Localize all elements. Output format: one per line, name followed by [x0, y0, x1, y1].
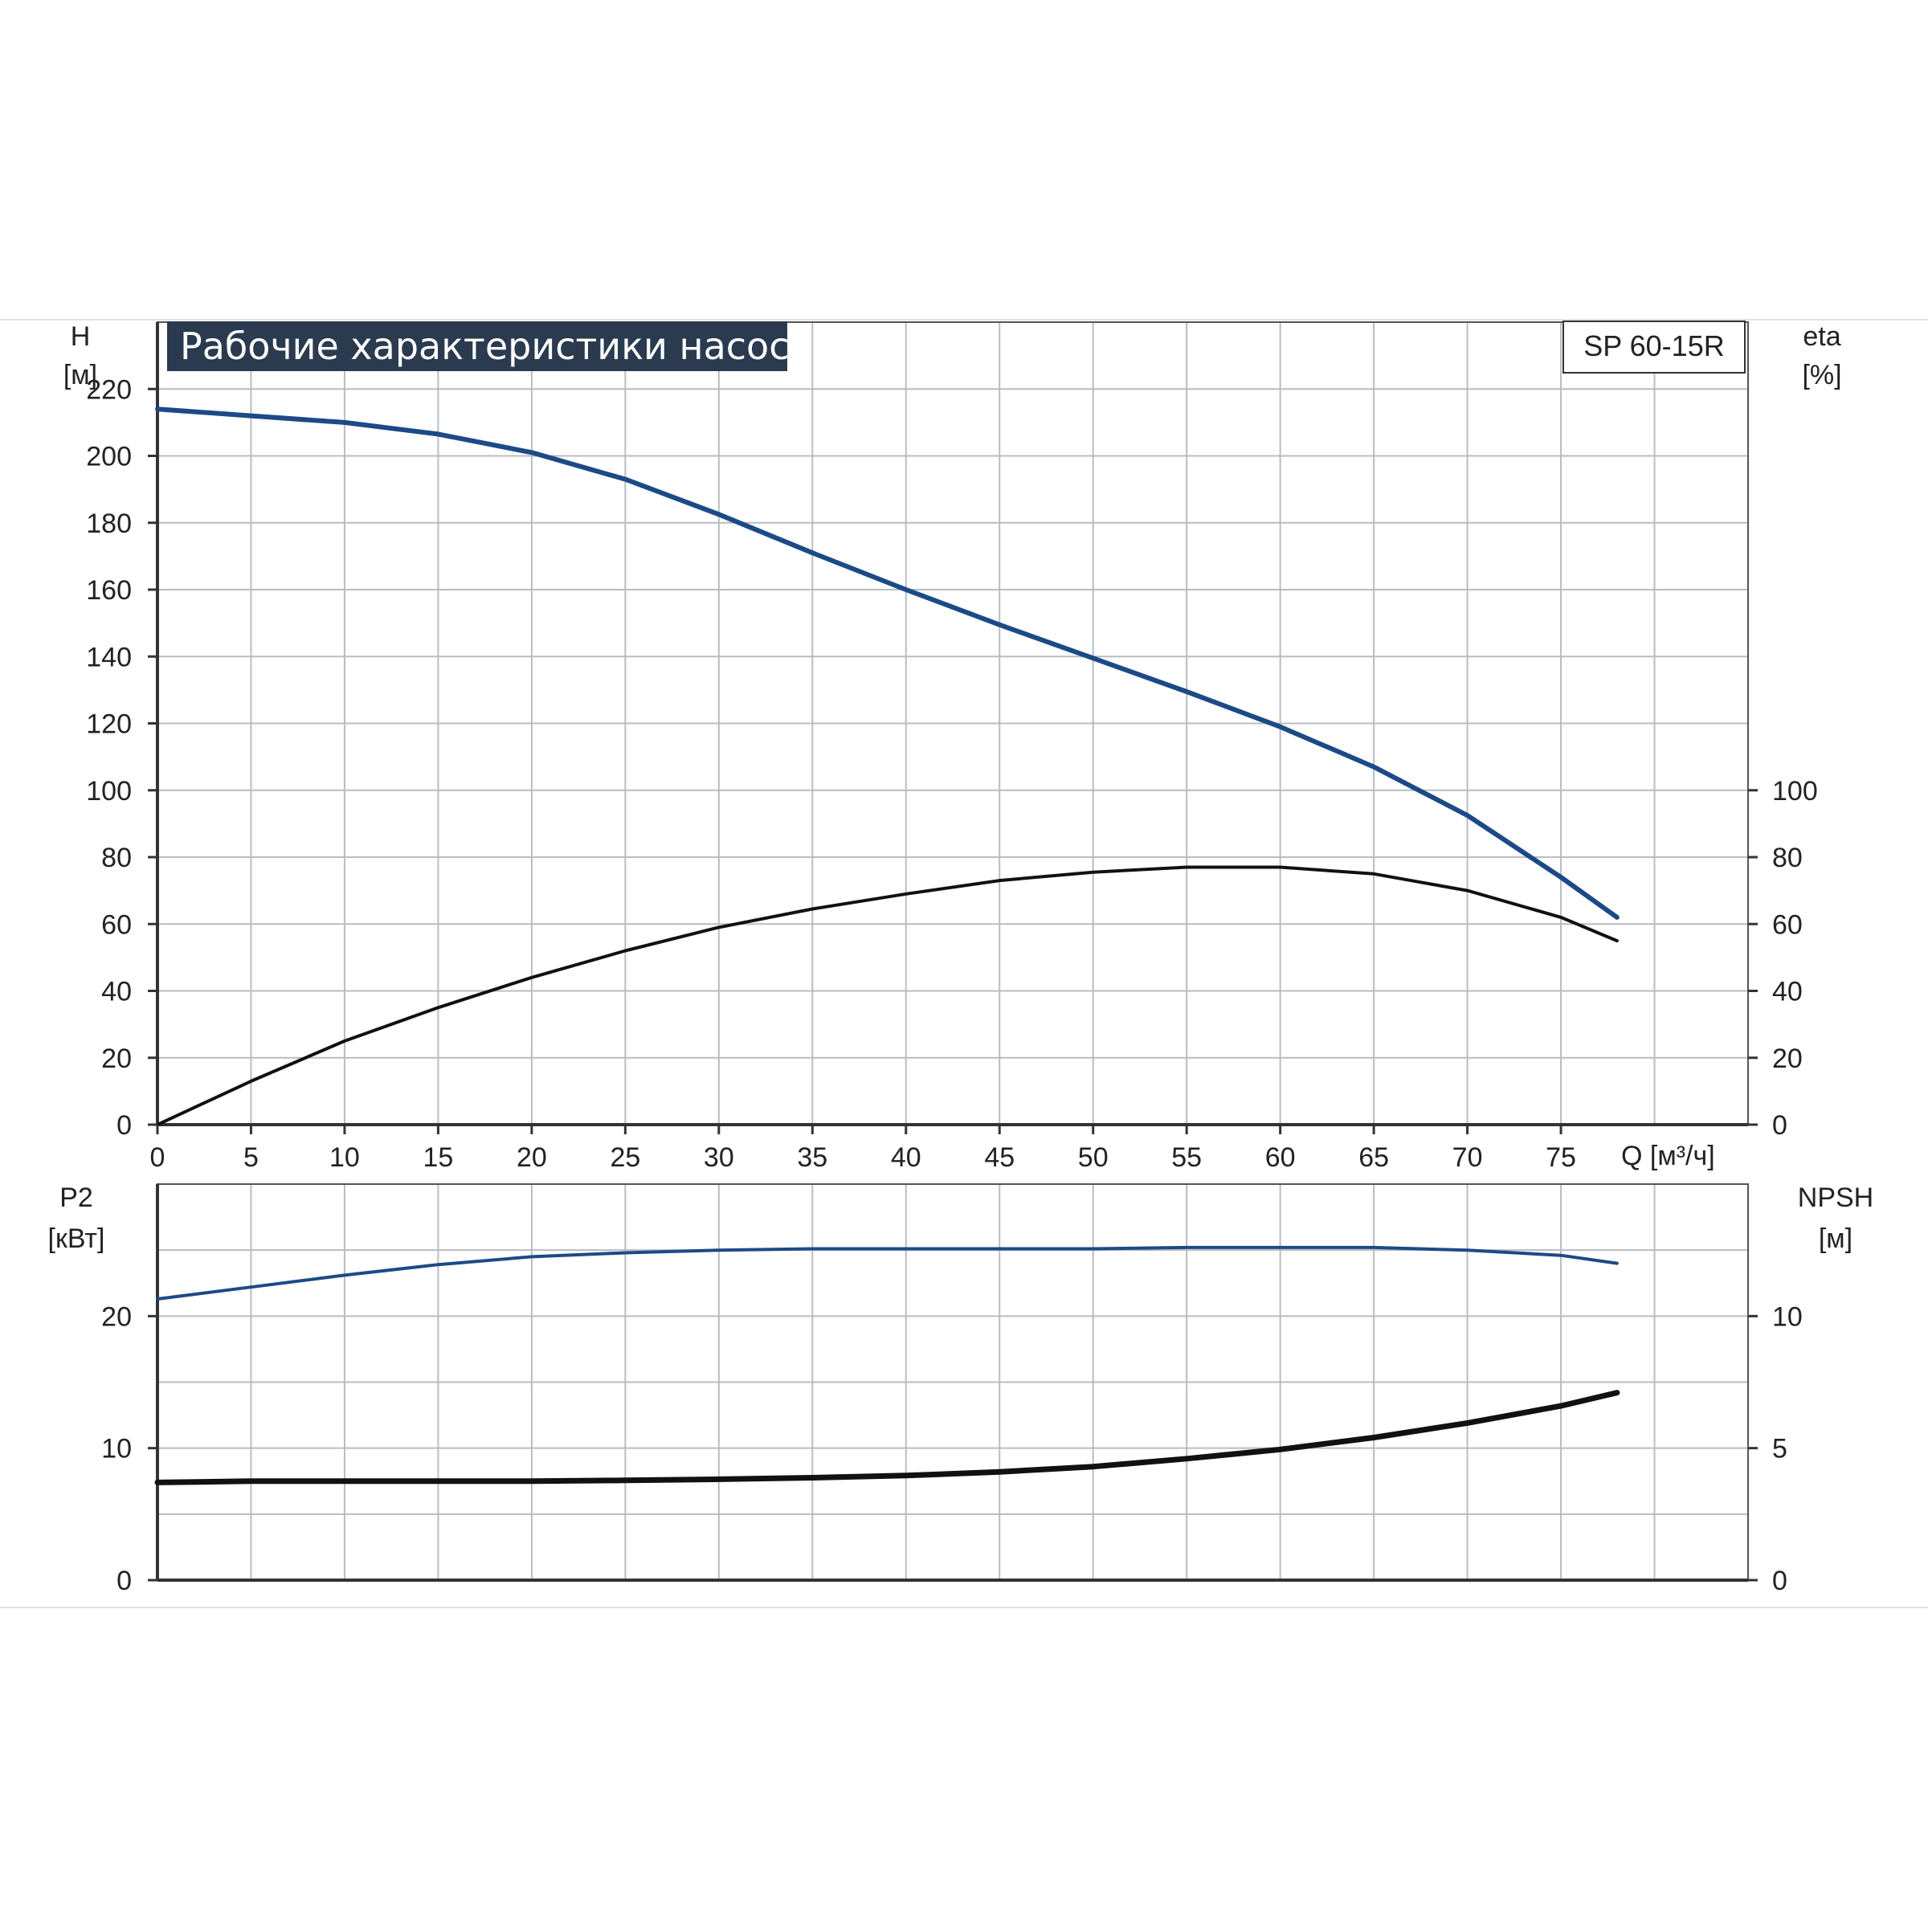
npsh-tick-label: 0 [1772, 1566, 1787, 1596]
h-axis-name: H [71, 321, 91, 352]
eta-tick-label: 80 [1772, 843, 1803, 873]
h-tick-label: 100 [86, 776, 132, 807]
h-tick-label: 80 [101, 843, 132, 873]
h-tick-label: 0 [116, 1110, 132, 1141]
q-axis-label: Q [м³/ч] [1621, 1141, 1715, 1171]
q-tick-label: 20 [517, 1142, 547, 1173]
lower-grid [157, 1183, 1748, 1580]
q-tick-label: 5 [243, 1142, 259, 1173]
eta-tick-label: 40 [1772, 977, 1803, 1007]
lower-series [154, 1245, 1620, 1485]
upper-grid [157, 321, 1748, 1125]
q-tick-label: 30 [704, 1142, 734, 1173]
power-curve-p2 [156, 1245, 1619, 1301]
h-tick-label: 180 [86, 509, 132, 539]
eta-tick-label: 0 [1772, 1110, 1787, 1141]
eta-axis-unit: [%] [1802, 360, 1841, 390]
npsh-tick-label: 5 [1772, 1434, 1787, 1464]
q-tick-label: 70 [1452, 1142, 1483, 1173]
h-tick-label: 200 [86, 442, 132, 472]
npsh-tick-label: 10 [1772, 1301, 1803, 1332]
h-tick-label: 220 [86, 374, 132, 405]
npsh-axis-name: NPSH [1798, 1182, 1873, 1213]
npsh-axis-unit: [м] [1819, 1223, 1852, 1254]
efficiency-curve-eta [156, 865, 1619, 1126]
q-tick-label: 10 [329, 1142, 360, 1173]
upper-series [155, 406, 1620, 1126]
p2-axis-unit: [кВт] [48, 1223, 105, 1254]
q-tick-label: 65 [1358, 1142, 1389, 1173]
tick-labels: 0204060801001201401601802002200204060801… [86, 374, 1817, 1596]
p2-tick-label: 0 [116, 1566, 132, 1596]
eta-tick-label: 100 [1772, 776, 1818, 807]
q-tick-label: 35 [797, 1142, 827, 1173]
q-tick-label: 60 [1265, 1142, 1296, 1173]
h-tick-label: 120 [86, 709, 132, 740]
p2-tick-label: 10 [101, 1434, 132, 1464]
eta-tick-label: 60 [1772, 909, 1803, 940]
model-label: SP 60-15R [1583, 329, 1724, 362]
h-tick-label: 140 [86, 642, 132, 672]
h-tick-label: 160 [86, 575, 132, 606]
q-tick-label: 15 [423, 1142, 453, 1173]
h-axis-unit: [м] [63, 360, 97, 390]
q-tick-label: 0 [150, 1142, 165, 1173]
p2-tick-label: 20 [101, 1301, 132, 1332]
q-tick-label: 40 [891, 1142, 921, 1173]
h-tick-label: 60 [101, 909, 132, 940]
eta-tick-label: 20 [1772, 1044, 1803, 1074]
chart-title: Рабочие характеристики насоса [180, 325, 812, 368]
model-box [1562, 321, 1746, 374]
h-tick-label: 40 [101, 977, 132, 1007]
q-tick-label: 55 [1171, 1142, 1202, 1173]
q-tick-label: 75 [1546, 1142, 1576, 1173]
q-tick-label: 50 [1078, 1142, 1109, 1173]
head-curve-h [155, 406, 1620, 920]
h-tick-label: 20 [101, 1044, 132, 1074]
q-tick-label: 45 [984, 1142, 1015, 1173]
title-box [167, 321, 787, 371]
eta-axis-name: eta [1803, 321, 1840, 352]
p2-axis-name: P2 [59, 1182, 93, 1213]
axes [156, 321, 1749, 1582]
npsh-curve [154, 1390, 1620, 1485]
q-tick-label: 25 [610, 1142, 640, 1173]
